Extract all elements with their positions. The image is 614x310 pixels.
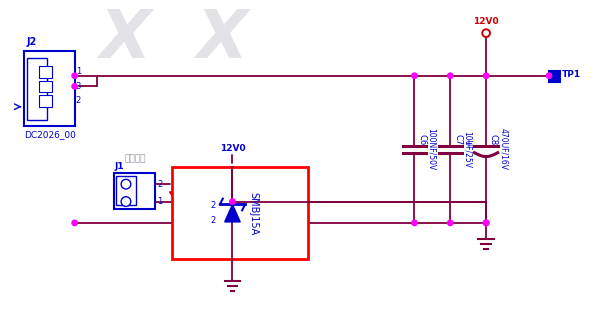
Text: 2: 2 — [76, 96, 81, 105]
Circle shape — [483, 220, 489, 226]
Text: SMBJ15A: SMBJ15A — [248, 192, 258, 235]
Text: 12V0: 12V0 — [473, 17, 499, 26]
Polygon shape — [225, 205, 240, 222]
Bar — [39, 66, 52, 78]
Circle shape — [483, 220, 489, 226]
Bar — [39, 81, 52, 92]
Text: J1: J1 — [114, 162, 124, 171]
Bar — [27, 58, 47, 120]
Text: TP1: TP1 — [562, 70, 581, 79]
Text: A1: A1 — [26, 101, 36, 107]
Text: X  X: X X — [99, 6, 249, 72]
Text: +: + — [464, 139, 472, 149]
Text: A3: A3 — [26, 84, 36, 90]
Bar — [39, 95, 52, 107]
Circle shape — [448, 220, 453, 226]
Text: C8: C8 — [489, 134, 498, 145]
Text: 1: 1 — [157, 197, 162, 206]
Text: J2: J2 — [26, 37, 36, 47]
Bar — [25, 51, 75, 126]
Text: 1: 1 — [76, 67, 81, 76]
Text: 470UF/16V: 470UF/16V — [499, 128, 508, 170]
Text: C7: C7 — [453, 134, 462, 145]
Text: 12V0: 12V0 — [220, 144, 245, 153]
Text: 开关座子: 开关座子 — [125, 154, 146, 163]
Circle shape — [230, 199, 235, 204]
Circle shape — [412, 73, 417, 78]
Circle shape — [72, 220, 77, 226]
Bar — [173, 167, 308, 259]
Text: 2: 2 — [211, 201, 216, 210]
Text: 2: 2 — [157, 180, 162, 189]
Circle shape — [483, 73, 489, 78]
Circle shape — [121, 179, 131, 189]
Text: C6: C6 — [418, 134, 426, 145]
Circle shape — [72, 73, 77, 78]
Circle shape — [483, 220, 489, 226]
Bar — [116, 176, 136, 206]
Bar — [114, 173, 155, 209]
Text: 2: 2 — [211, 216, 216, 225]
Bar — [549, 71, 560, 82]
Text: DC2026_00: DC2026_00 — [25, 130, 76, 139]
Polygon shape — [169, 192, 183, 202]
Text: 3: 3 — [76, 82, 81, 91]
Circle shape — [448, 73, 453, 78]
Circle shape — [121, 197, 131, 206]
Text: 100NF/50V: 100NF/50V — [427, 128, 436, 171]
Circle shape — [412, 220, 417, 226]
Circle shape — [546, 73, 552, 78]
Circle shape — [72, 84, 77, 89]
Text: 10UF/25V: 10UF/25V — [463, 131, 472, 168]
